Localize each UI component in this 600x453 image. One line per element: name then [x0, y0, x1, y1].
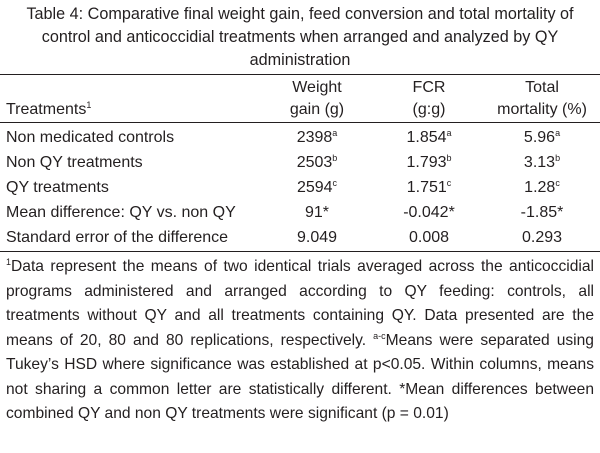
- row-label: Standard error of the difference: [6, 229, 229, 246]
- table-bottom-rule: [0, 251, 600, 253]
- row-label: QY treatments: [6, 179, 109, 196]
- footnote-text-2: Means were separated using Tukey’s HSD w…: [6, 331, 594, 423]
- header-treatments-label: Treatments: [6, 101, 87, 118]
- header-weight-line2: gain (g): [289, 101, 345, 118]
- header-fcr-line1: FCR: [412, 79, 446, 96]
- table-caption: Table 4: Comparative final weight gain, …: [6, 3, 594, 72]
- mortality-cell: -1.85*: [520, 204, 564, 221]
- row-label: Mean difference: QY vs. non QY: [6, 204, 236, 221]
- header-fcr: FCR (g:g): [382, 77, 476, 121]
- table-row: Non medicated controls 2398a 1.854a 5.96…: [0, 125, 600, 150]
- table-row: Standard error of the difference 9.049 0…: [0, 225, 600, 250]
- fcr-cell: 1.793b: [406, 153, 452, 172]
- table-header-rule: [0, 122, 600, 123]
- table-row: QY treatments 2594c 1.751c 1.28c: [0, 175, 600, 200]
- mortality-cell: 1.28c: [524, 178, 560, 197]
- weight-gain-cell: 91*: [304, 204, 330, 221]
- table-top-rule: [0, 74, 600, 76]
- mortality-cell: 3.13b: [523, 153, 561, 172]
- header-treatments-sup: 1: [86, 100, 92, 110]
- row-label: Non QY treatments: [6, 154, 143, 171]
- footnote-sup-1: 1: [6, 257, 12, 267]
- table-row: Mean difference: QY vs. non QY 91* -0.04…: [0, 200, 600, 225]
- header-treatments: Treatments1: [6, 99, 91, 121]
- header-mortality-line2: mortality (%): [497, 101, 587, 118]
- fcr-cell: 1.751c: [406, 178, 452, 197]
- fcr-cell: 0.008: [408, 229, 450, 246]
- header-weight-gain: Weight gain (g): [276, 77, 358, 121]
- header-mortality-line1: Total: [525, 79, 559, 96]
- fcr-cell: -0.042*: [403, 204, 455, 221]
- row-label: Non medicated controls: [6, 129, 175, 146]
- weight-gain-cell: 2503b: [296, 153, 338, 172]
- table-row: Non QY treatments 2503b 1.793b 3.13b: [0, 150, 600, 175]
- header-mortality: Total mortality (%): [492, 77, 592, 121]
- footnote-sup-ac: a-c: [373, 330, 386, 341]
- weight-gain-cell: 2398a: [296, 128, 338, 147]
- header-weight-line1: Weight: [292, 79, 342, 96]
- mortality-cell: 0.293: [521, 229, 563, 246]
- weight-gain-cell: 2594c: [296, 178, 338, 197]
- header-fcr-line2: (g:g): [412, 101, 446, 118]
- mortality-cell: 5.96a: [523, 128, 561, 147]
- weight-gain-cell: 9.049: [296, 229, 338, 246]
- footnote-text-1: Data represent the means of two identica…: [6, 258, 594, 349]
- table-footnote: 1Data represent the means of two identic…: [6, 255, 594, 427]
- fcr-cell: 1.854a: [406, 128, 452, 147]
- caption-line-2: control and anticoccidial treatments whe…: [41, 28, 559, 46]
- caption-line-3: administration: [249, 51, 351, 69]
- caption-line-1: Table 4: Comparative final weight gain, …: [26, 5, 574, 23]
